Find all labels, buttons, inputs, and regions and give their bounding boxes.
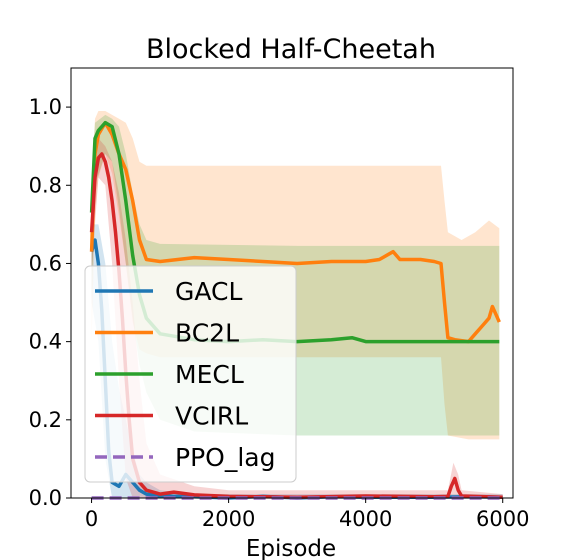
x-tick-label: 4000 [339, 507, 392, 531]
y-tick-label: 0.0 [29, 486, 62, 510]
y-tick-label: 0.2 [29, 408, 62, 432]
x-tick-label: 6000 [476, 507, 529, 531]
legend-label-mecl: MECL [175, 360, 244, 389]
chart-title: Blocked Half-Cheetah [146, 34, 436, 65]
y-tick-label: 1.0 [29, 95, 62, 119]
y-tick-label: 0.4 [29, 330, 62, 354]
x-tick-label: 0 [85, 507, 98, 531]
legend-label-gacl: GACL [175, 277, 242, 306]
x-tick-label: 2000 [202, 507, 255, 531]
plot-frame [70, 67, 514, 499]
x-axis-ticks: 0 2000 4000 6000 [85, 498, 529, 531]
y-tick-label: 0.8 [29, 173, 62, 197]
legend-label-vcirl: VCIRL [175, 402, 248, 431]
legend: GACL BC2L MECL VCIRL PPO_lag [84, 265, 297, 483]
legend-label-ppo-lag: PPO_lag [175, 443, 275, 472]
line-vcirl [89, 152, 503, 499]
y-tick-label: 0.6 [29, 251, 62, 275]
legend-box [84, 265, 297, 483]
legend-label-bc2l: BC2L [175, 319, 239, 348]
y-axis-ticks: 0.0 0.2 0.4 0.6 0.8 1.0 [29, 95, 71, 510]
x-axis-label: Episode [246, 536, 336, 560]
